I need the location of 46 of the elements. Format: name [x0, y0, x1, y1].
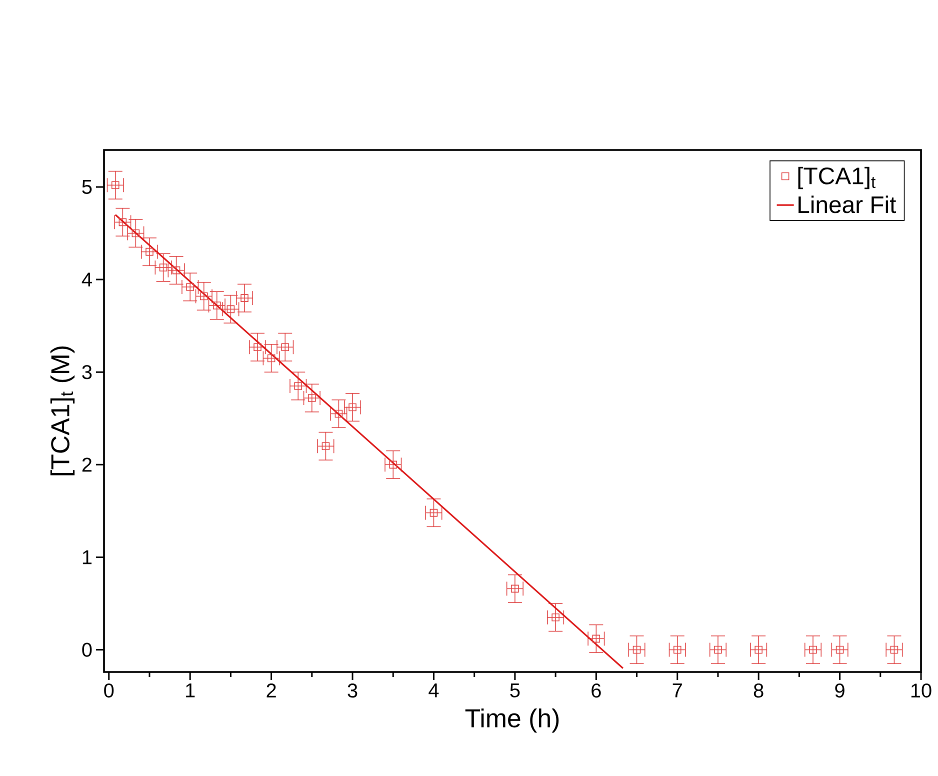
- y-tick-label: 0: [82, 642, 92, 657]
- x-tick-label: 10: [911, 684, 932, 698]
- x-tick-label: 2: [266, 684, 276, 698]
- point: [322, 442, 330, 450]
- point: [254, 343, 262, 352]
- point: [334, 410, 343, 418]
- point: [552, 613, 560, 622]
- point: [890, 646, 898, 654]
- x-tick-label: 7: [672, 684, 682, 698]
- point: [592, 634, 600, 643]
- point: [809, 646, 817, 654]
- y-tick-label: 4: [82, 272, 92, 286]
- legend-label: Linear Fit: [798, 196, 896, 214]
- x-tick-label: 8: [754, 684, 764, 698]
- point: [836, 646, 844, 654]
- point: [159, 264, 168, 272]
- y-tick-label: 2: [82, 458, 92, 472]
- point: [389, 460, 398, 469]
- legend-label: [TCA1]$_{t}$: [798, 166, 876, 190]
- point: [511, 584, 519, 593]
- point: [146, 248, 154, 256]
- point: [200, 292, 208, 300]
- x-tick-label: 5: [510, 684, 520, 698]
- point: [267, 354, 276, 362]
- point: [430, 508, 438, 517]
- point: [308, 394, 316, 402]
- y-tick-label: 5: [82, 180, 92, 194]
- point: [673, 646, 682, 654]
- x-tick-label: 4: [428, 684, 439, 698]
- y-axis-title: [TCA1]$_{t}$ (M): [50, 346, 75, 476]
- point: [348, 403, 356, 412]
- point: [632, 646, 641, 654]
- x-tick-label: 9: [835, 684, 844, 698]
- x-tick-label: 1: [186, 684, 195, 698]
- x-axis-title: Time (h): [465, 708, 559, 733]
- point: [714, 646, 722, 654]
- x-tick-label: 6: [592, 684, 601, 698]
- y-tick-label: 1: [82, 550, 92, 564]
- point: [186, 283, 194, 291]
- y-tick-label: 3: [82, 365, 92, 380]
- x-tick-label: 0: [104, 684, 114, 698]
- point: [754, 646, 762, 654]
- point: [111, 181, 120, 190]
- point: [294, 382, 302, 390]
- x-tick-label: 3: [348, 684, 358, 698]
- point: [118, 218, 127, 226]
